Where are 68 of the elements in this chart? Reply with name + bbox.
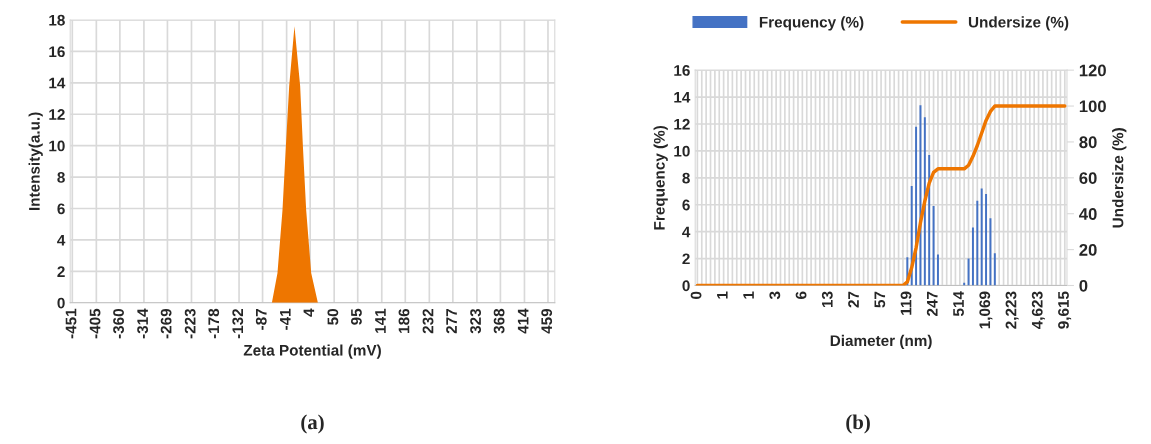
text: (a) (301, 414, 324, 434)
x-tick-label: -41 (280, 308, 291, 330)
x-tick-label: 57 (874, 291, 886, 308)
x-tick-label: 186 (398, 308, 410, 333)
x-tick-label: -269 (160, 308, 172, 339)
y-tick-label: 8 (57, 171, 65, 183)
y2-tick-label: 60 (1079, 172, 1097, 185)
x-tick-label: 13 (821, 291, 833, 308)
y-tick-label: 12 (49, 109, 65, 120)
y-tick-label: 6 (57, 203, 65, 215)
y2-tick-label: 100 (1079, 100, 1106, 113)
y-tick-label: 16 (674, 65, 690, 76)
x-tick-label: 95 (351, 308, 362, 325)
x-tick-label: -132 (232, 308, 244, 339)
y-tick-label: 16 (49, 46, 65, 58)
x-tick-label: 277 (446, 309, 457, 334)
legend-label: Undersize (%) (968, 16, 1069, 31)
y-tick-label: 4 (57, 234, 66, 246)
y-axis-title: Frequency (%) (653, 125, 668, 230)
x-tick-label: 323 (470, 308, 482, 334)
y-axis-title: Intensity(a.u.) (28, 112, 43, 211)
x-tick-label: 514 (953, 291, 964, 317)
y-tick-label: 10 (674, 145, 690, 157)
x-tick-label: 9,615 (1058, 291, 1072, 329)
x-tick-label: 3 (769, 291, 781, 300)
x-tick-label: 0 (690, 291, 702, 299)
y-tick-label: 8 (682, 172, 690, 184)
x-tick-label: 232 (422, 308, 434, 334)
y-tick-label: 14 (49, 77, 66, 89)
x-tick-label: 1 (717, 291, 728, 299)
x-tick-label: -223 (184, 308, 196, 339)
y2-tick-label: 80 (1079, 136, 1097, 149)
x-tick-label: 141 (375, 308, 386, 333)
x-tick-label: -405 (89, 308, 101, 339)
x-tick-label: 414 (517, 308, 529, 334)
x-tick-label: 1 (743, 291, 754, 299)
x-tick-label: 2,223 (1005, 291, 1019, 329)
x-tick-label: 6 (795, 291, 807, 299)
x-tick-label: -451 (65, 308, 77, 339)
x-tick-label: 459 (541, 308, 553, 334)
y-tick-label: 2 (682, 253, 690, 265)
y-tick-label: 12 (674, 118, 690, 130)
x-tick-label: 4,623 (1031, 291, 1045, 330)
y-tick-label: 14 (674, 92, 691, 103)
legend-label: Frequency (%) (759, 16, 864, 31)
y-tick-label: 6 (682, 199, 690, 211)
x-tick-label: 27 (848, 291, 859, 308)
y2-tick-label: 120 (1079, 64, 1106, 77)
x-axis-title: Diameter (nm) (830, 334, 932, 350)
x-tick-label: 50 (327, 308, 339, 325)
y2-tick-label: 20 (1079, 244, 1097, 256)
x-tick-label: -360 (113, 308, 124, 339)
y2-axis-title: Undersize (%) (1112, 128, 1127, 228)
x-tick-label: 247 (926, 291, 938, 317)
y2-tick-label: 40 (1079, 208, 1097, 220)
y-tick-label: 10 (49, 140, 65, 152)
x-tick-label: -178 (208, 308, 220, 339)
y-tick-label: 4 (682, 226, 691, 238)
x-tick-label: -314 (137, 308, 149, 339)
x-tick-label: 119 (900, 291, 912, 315)
x-axis-title: Zeta Potential (mV) (243, 344, 381, 359)
x-tick-label: 368 (493, 308, 505, 334)
y-tick-label: 18 (49, 14, 65, 26)
x-tick-label: 4 (303, 308, 315, 317)
x-tick-label: 1,069 (979, 291, 993, 329)
x-tick-label: -87 (255, 309, 267, 330)
text: (b) (846, 414, 870, 434)
y-tick-label: 2 (57, 266, 65, 277)
